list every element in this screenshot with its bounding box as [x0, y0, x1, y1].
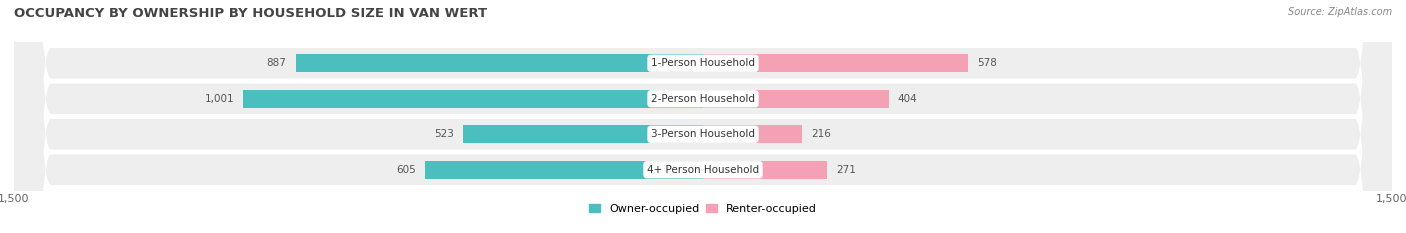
Bar — [703, 89, 889, 108]
Text: 1,001: 1,001 — [204, 94, 233, 104]
Text: 578: 578 — [977, 58, 997, 68]
Text: 605: 605 — [396, 165, 416, 175]
Bar — [425, 161, 703, 179]
Text: Source: ZipAtlas.com: Source: ZipAtlas.com — [1288, 7, 1392, 17]
Text: OCCUPANCY BY OWNERSHIP BY HOUSEHOLD SIZE IN VAN WERT: OCCUPANCY BY OWNERSHIP BY HOUSEHOLD SIZE… — [14, 7, 488, 20]
Text: 271: 271 — [837, 165, 856, 175]
Text: 404: 404 — [898, 94, 918, 104]
Bar — [703, 125, 803, 144]
Legend: Owner-occupied, Renter-occupied: Owner-occupied, Renter-occupied — [585, 199, 821, 218]
Bar — [463, 125, 703, 144]
Bar — [243, 89, 703, 108]
Bar — [703, 161, 828, 179]
Bar — [295, 54, 703, 72]
Text: 3-Person Household: 3-Person Household — [651, 129, 755, 139]
Text: 887: 887 — [267, 58, 287, 68]
Text: 216: 216 — [811, 129, 831, 139]
FancyBboxPatch shape — [14, 0, 1392, 233]
FancyBboxPatch shape — [14, 0, 1392, 233]
Text: 4+ Person Household: 4+ Person Household — [647, 165, 759, 175]
Text: 523: 523 — [433, 129, 454, 139]
FancyBboxPatch shape — [14, 0, 1392, 233]
Text: 2-Person Household: 2-Person Household — [651, 94, 755, 104]
Bar — [703, 54, 969, 72]
FancyBboxPatch shape — [14, 0, 1392, 233]
Text: 1-Person Household: 1-Person Household — [651, 58, 755, 68]
